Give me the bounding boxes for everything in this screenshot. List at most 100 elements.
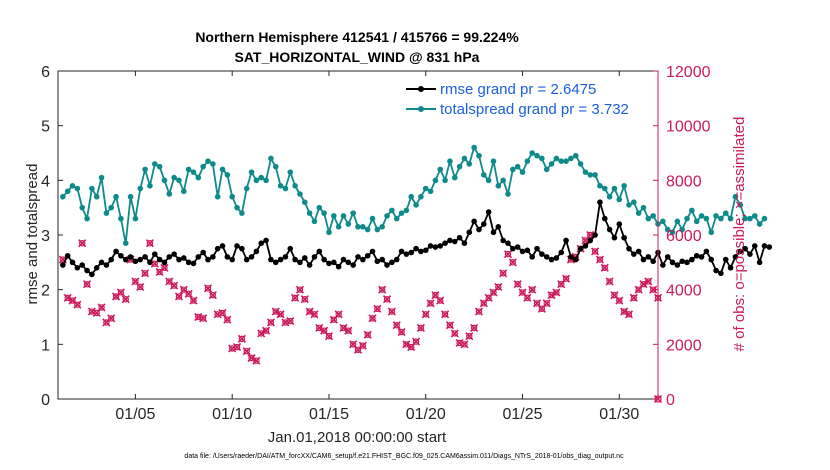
obs-marker-x-b [237,334,246,343]
obs-marker-x-b [441,310,450,319]
series-point-rmse [345,259,352,266]
obs-marker-o [354,346,362,353]
obs-marker [591,247,600,256]
obs-marker-x-b [242,347,251,356]
obs-marker [416,323,425,332]
obs-marker [542,299,551,308]
series-point-totalspread [185,166,192,173]
series-point-rmse [287,245,294,252]
series-point-totalspread [577,161,584,167]
series-point-rmse [476,226,482,233]
obs-marker-o [301,296,308,303]
series-point-totalspread [214,193,221,200]
series-point-totalspread [219,166,226,173]
series-point-totalspread [481,172,487,178]
obs-marker [615,296,624,305]
series-point-rmse [214,245,221,252]
obs-marker-x-b [87,307,96,316]
obs-marker-o [253,357,260,364]
series-point-rmse [326,260,332,267]
series-point-rmse [292,256,298,263]
obs-marker-o [219,309,226,317]
series-point-rmse [156,256,163,263]
series-point-rmse [297,259,303,266]
obs-marker [199,314,208,323]
obs-marker-o [277,311,284,318]
obs-marker-x-b [145,239,155,248]
series-point-rmse [108,256,115,263]
obs-marker-x-b [474,307,484,316]
y-axis-right-label: # of obs: o=possible; ×=assimilated [731,117,748,352]
obs-marker-x-b [363,330,372,339]
obs-marker-o [83,281,91,288]
obs-marker-o [345,327,352,334]
series-point-totalspread [103,210,110,216]
series-point-totalspread [674,218,681,225]
series-point-totalspread [301,199,308,205]
series-point-rmse [268,256,274,263]
series-point-totalspread [156,163,163,170]
obs-marker-x-b [189,296,198,305]
series-point-rmse [122,256,129,263]
series-point-totalspread [229,193,235,200]
obs-marker [387,307,396,316]
obs-marker [474,307,484,316]
series-point-totalspread [422,185,429,192]
obs-marker [503,250,513,259]
series-point-rmse [384,262,390,268]
series-point-rmse [369,248,376,255]
series-point-rmse [568,254,574,260]
series-point-totalspread [572,152,579,159]
series-point-rmse [147,259,153,266]
obs-marker [368,314,377,323]
series-point-rmse [403,251,410,257]
obs-marker-x-b [199,314,208,323]
obs-marker-x-b [170,281,179,290]
obs-marker [441,310,450,319]
obs-marker-o [509,259,517,266]
series-point-totalspread [635,210,642,216]
series-point-rmse [722,256,729,263]
y-left-tick-label: 4 [41,173,50,190]
series-point-rmse [543,254,550,260]
series-point-rmse [461,240,468,246]
series-point-rmse [64,252,71,259]
series-point-totalspread [568,155,574,162]
series-point-rmse [89,271,95,278]
series-point-rmse [253,248,260,255]
obs-marker-o [141,270,149,277]
obs-marker-x-b [503,250,513,259]
obs-marker [203,284,213,293]
series-point-rmse [597,199,603,205]
obs-marker-x-b [252,356,261,365]
series-point-rmse [418,248,424,255]
obs-marker-x-b [523,293,532,302]
obs-marker [373,304,382,313]
series-point-totalspread [113,193,119,200]
series-point-rmse [181,255,187,261]
series-point-rmse [650,258,656,265]
series-point-rmse [161,259,168,266]
series-point-totalspread [331,213,337,219]
obs-marker-x-b [431,291,440,300]
series-point-totalspread [161,177,168,184]
obs-marker-o [108,315,115,322]
y-axis-left-label: rmse and totalspread [24,164,41,305]
series-point-rmse [263,237,269,244]
obs-marker-o [161,264,168,271]
series-point-rmse [166,254,173,260]
obs-marker-o [175,293,183,300]
series-point-rmse [505,240,511,246]
series-point-rmse [93,265,100,271]
series-point-rmse [408,249,415,256]
obs-marker-o [625,311,633,318]
series-point-totalspread [345,221,352,227]
series-point-totalspread [210,161,216,167]
series-point-rmse [190,260,197,267]
obs-marker-x-b [82,280,92,289]
series-point-rmse [500,237,506,244]
x-axis: 01/05 01/10 01/15 01/20 01/25 01/30 [115,71,639,423]
series-point-totalspread [326,229,332,236]
series-point-totalspread [151,161,158,167]
obs-marker-o [262,327,270,334]
